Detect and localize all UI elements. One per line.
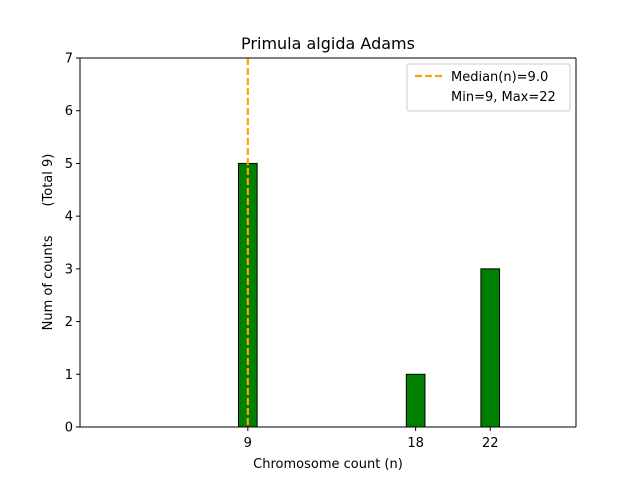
x-tick-label-18: 18 (407, 436, 424, 451)
y-tick-label-1: 1 (65, 368, 73, 383)
y-tick-label-7: 7 (65, 52, 73, 67)
y-tick-label-3: 3 (65, 262, 73, 277)
bar-22 (480, 268, 501, 428)
y-tick-label-5: 5 (65, 157, 73, 172)
chart-title: Primula algida Adams (241, 34, 415, 53)
y-tick-label-2: 2 (65, 315, 73, 330)
y-tick-label-6: 6 (65, 104, 73, 119)
x-tick-label-9: 9 (244, 436, 252, 451)
y-tick-label-4: 4 (65, 210, 73, 225)
plot-area: 0 1 2 3 4 5 6 7 9 18 22 (65, 52, 577, 451)
y-tick-label-0: 0 (65, 421, 73, 436)
legend-median-label: Median(n)=9.0 (451, 70, 548, 85)
x-tick-label-22: 22 (482, 436, 499, 451)
legend: Median(n)=9.0 Min=9, Max=22 (406, 63, 571, 112)
y-axis-label: Num of counts (Total 9) (41, 154, 56, 331)
legend-frame (406, 63, 571, 112)
x-axis-label: Chromosome count (n) (253, 457, 403, 472)
legend-range-label: Min=9, Max=22 (451, 90, 556, 105)
bar-18 (405, 373, 426, 428)
